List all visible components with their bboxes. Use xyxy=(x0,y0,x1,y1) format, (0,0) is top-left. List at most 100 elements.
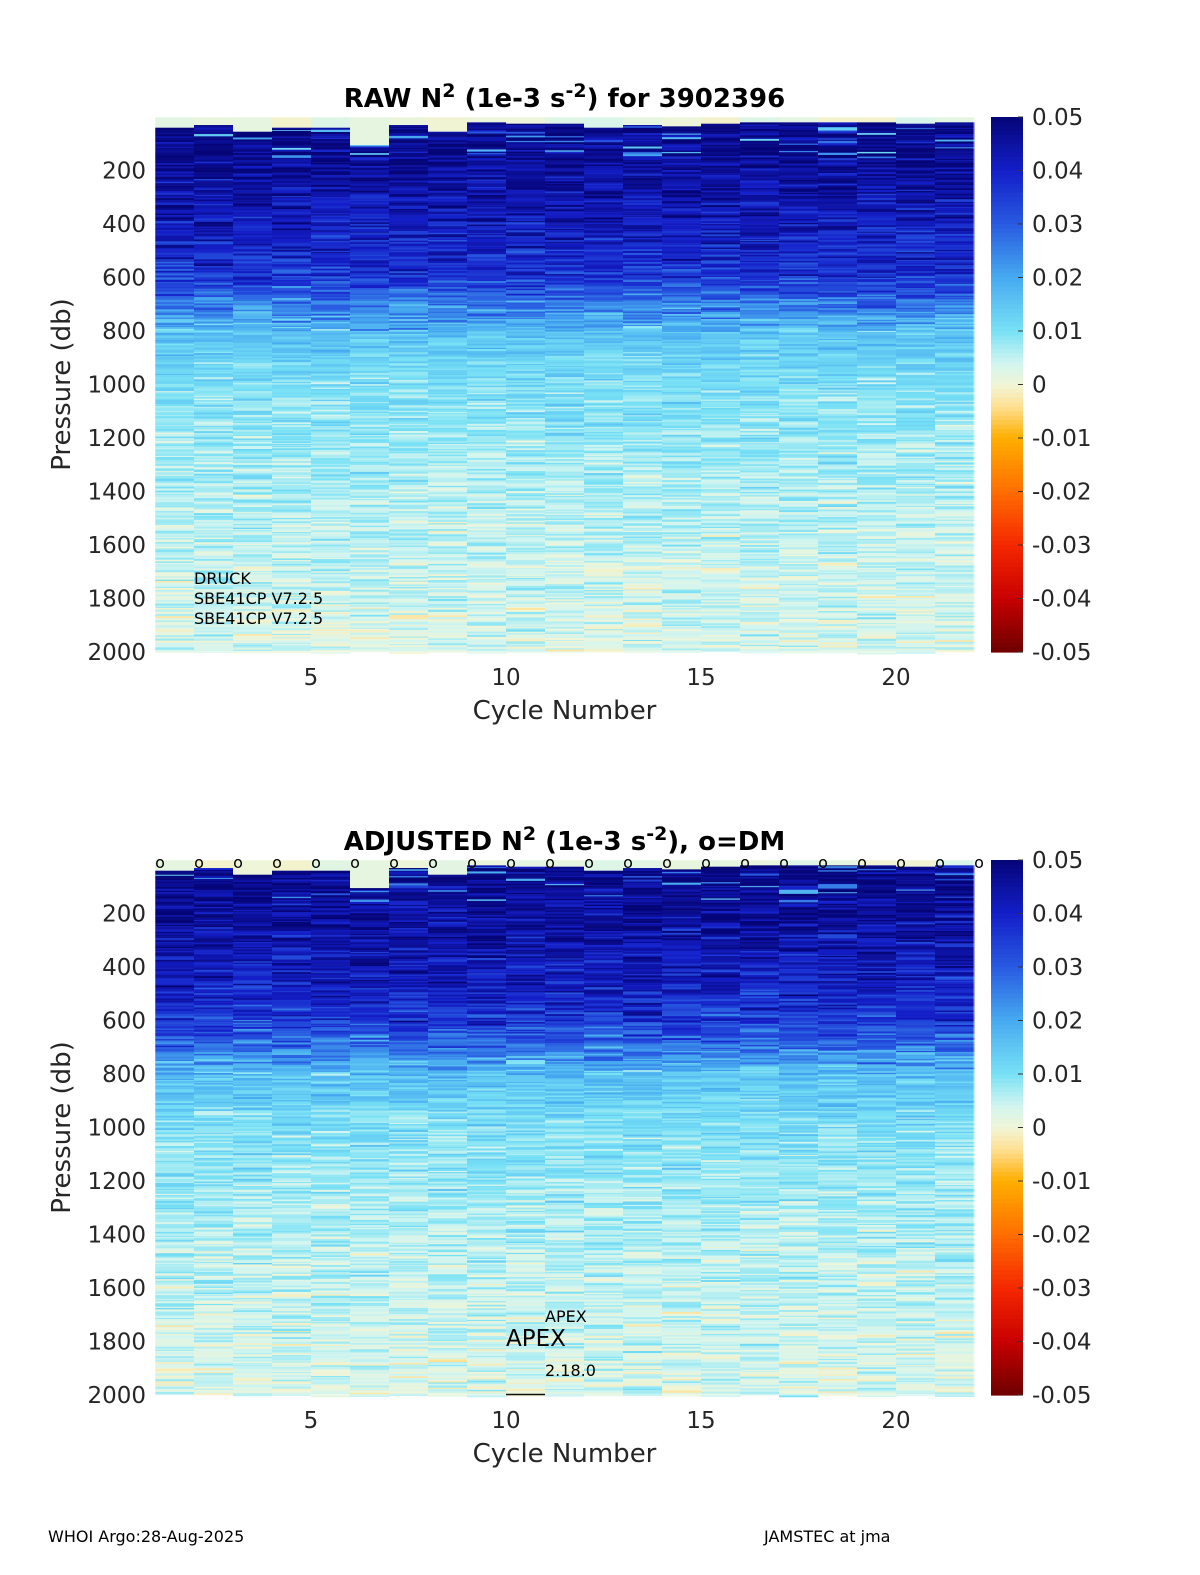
cell xyxy=(662,168,702,171)
cell xyxy=(272,502,312,504)
cell xyxy=(194,408,234,411)
cell xyxy=(389,277,429,280)
cell xyxy=(506,117,546,124)
cell xyxy=(311,309,351,311)
cell xyxy=(389,200,429,204)
cell xyxy=(662,242,702,244)
cell xyxy=(389,255,429,258)
cell xyxy=(272,421,312,424)
cell xyxy=(506,497,546,501)
cell xyxy=(350,598,390,601)
cell xyxy=(350,369,390,372)
cell xyxy=(467,323,507,327)
cell xyxy=(662,195,702,198)
cell xyxy=(545,469,585,472)
cell xyxy=(311,489,351,491)
cell xyxy=(701,401,741,403)
cell xyxy=(350,459,390,463)
cell xyxy=(506,310,546,312)
cell xyxy=(467,191,507,194)
cell xyxy=(506,348,546,351)
cell xyxy=(194,195,234,197)
cell xyxy=(662,489,702,492)
cell xyxy=(350,636,390,638)
cell xyxy=(155,239,195,242)
cell xyxy=(740,146,780,149)
cell xyxy=(233,540,273,543)
cell xyxy=(623,497,663,499)
cell xyxy=(233,566,273,570)
cell xyxy=(155,606,195,609)
cell xyxy=(194,598,234,600)
cell xyxy=(389,536,429,539)
cell xyxy=(467,237,507,239)
cell xyxy=(662,264,702,267)
cell xyxy=(155,637,195,639)
cell xyxy=(350,638,390,642)
cell xyxy=(428,601,468,603)
cell xyxy=(662,619,702,621)
cell xyxy=(623,247,663,250)
cell xyxy=(740,132,780,135)
cell xyxy=(467,505,507,508)
cell xyxy=(545,484,585,487)
cell xyxy=(701,271,741,275)
cell xyxy=(428,405,468,408)
cell xyxy=(584,645,624,648)
cell xyxy=(155,226,195,229)
cell xyxy=(194,284,234,287)
cell xyxy=(155,173,195,176)
cell xyxy=(272,187,312,189)
cell xyxy=(233,446,273,450)
cell xyxy=(506,483,546,486)
cell xyxy=(623,226,663,229)
cell xyxy=(272,401,312,404)
cell xyxy=(272,424,312,428)
cell xyxy=(233,223,273,225)
cell xyxy=(311,456,351,459)
cell xyxy=(662,568,702,572)
cell xyxy=(194,572,234,575)
cell xyxy=(350,117,390,146)
cell xyxy=(428,265,468,268)
cell xyxy=(428,270,468,274)
cell xyxy=(311,320,351,323)
cell xyxy=(467,425,507,428)
cell xyxy=(272,371,312,374)
cell xyxy=(584,390,624,393)
cell xyxy=(194,484,234,487)
cell xyxy=(623,420,663,423)
cell xyxy=(584,156,624,159)
cell xyxy=(701,474,741,476)
cell xyxy=(389,541,429,544)
cell xyxy=(311,593,351,596)
cell xyxy=(584,385,624,388)
cell xyxy=(545,329,585,332)
cell xyxy=(233,201,273,204)
cell xyxy=(155,192,195,196)
cell xyxy=(584,513,624,516)
cell xyxy=(545,564,585,566)
cell xyxy=(155,413,195,416)
cell xyxy=(428,596,468,599)
cell xyxy=(194,264,234,267)
cell xyxy=(311,388,351,391)
cell xyxy=(662,297,702,300)
cell xyxy=(662,410,702,413)
cell xyxy=(194,458,234,461)
cell xyxy=(467,250,507,253)
cell xyxy=(545,591,585,594)
cell xyxy=(272,542,312,545)
cell xyxy=(701,376,741,379)
cell xyxy=(506,140,546,143)
cell xyxy=(389,165,429,168)
cell xyxy=(506,550,546,553)
cell xyxy=(350,556,390,558)
cell xyxy=(194,291,234,294)
cell xyxy=(428,293,468,295)
cell xyxy=(545,399,585,403)
cell xyxy=(194,249,234,252)
cell xyxy=(506,423,546,425)
cell xyxy=(623,347,663,350)
cell xyxy=(701,472,741,475)
